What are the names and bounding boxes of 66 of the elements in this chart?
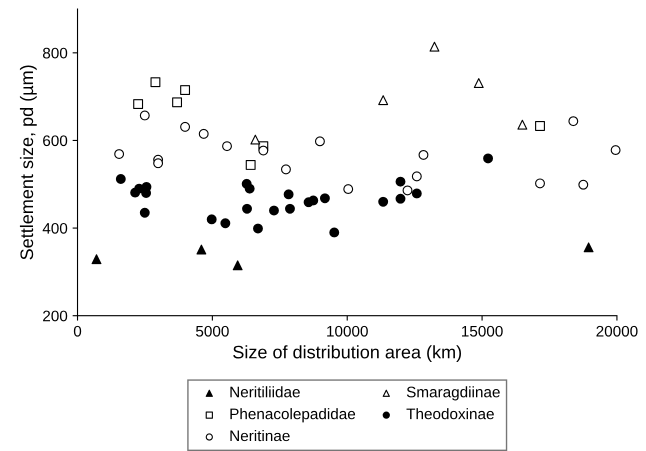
point [396,176,406,187]
x-tick-label: 20000 [596,326,638,337]
point [180,85,190,96]
point [284,189,294,200]
point [153,158,164,168]
legend-label: Smaragdiinae [406,386,500,400]
point [150,77,160,88]
point [610,145,621,156]
point [412,171,422,182]
point [412,188,422,198]
point [396,194,406,204]
point [198,128,209,139]
x-tick-label: 10000 [327,326,368,337]
point [281,164,291,174]
legend-label: Theodoxinae [406,408,494,420]
point [242,204,252,214]
point [343,184,354,194]
point [378,95,388,106]
point [568,116,578,126]
point [196,244,206,254]
point [180,122,190,132]
point [483,153,494,164]
point [244,184,255,194]
point [246,160,256,170]
x-tick-label: 15000 [462,326,503,337]
point [253,224,263,234]
point [314,136,325,146]
point [222,141,232,152]
point [578,180,588,190]
x-tick-label: 0 [74,326,82,337]
point [140,208,150,218]
x-tick-label: 5000 [196,326,229,337]
point [378,196,388,207]
point [220,218,230,228]
point [116,174,126,184]
legend-label: Neritiliidae [230,386,300,398]
point [402,185,412,196]
point [250,134,260,145]
x-axis-title: Size of distribution area (km) [233,345,462,362]
point [418,150,428,160]
point [258,146,268,156]
point [329,228,340,238]
point [140,110,150,120]
point [320,193,330,204]
point [285,204,295,214]
point [535,121,545,131]
point [114,149,124,159]
y-tick-label: 600 [43,135,68,146]
point [232,260,243,270]
y-tick-label: 800 [42,48,68,59]
point [584,242,594,252]
point [535,178,545,188]
point [172,97,182,108]
y-axis-title: Settlement size, pd (µm) [20,65,37,260]
y-tick-label: 400 [42,222,68,234]
point [133,99,144,110]
point [308,196,318,206]
point [474,78,484,88]
point [430,42,440,52]
point [206,214,217,224]
y-tick-label: 200 [43,310,68,322]
point [269,206,279,216]
legend-label: Neritinae [230,430,290,442]
point [92,254,102,264]
point [517,120,528,130]
legend-label: Phenacolepadidae [230,408,356,422]
